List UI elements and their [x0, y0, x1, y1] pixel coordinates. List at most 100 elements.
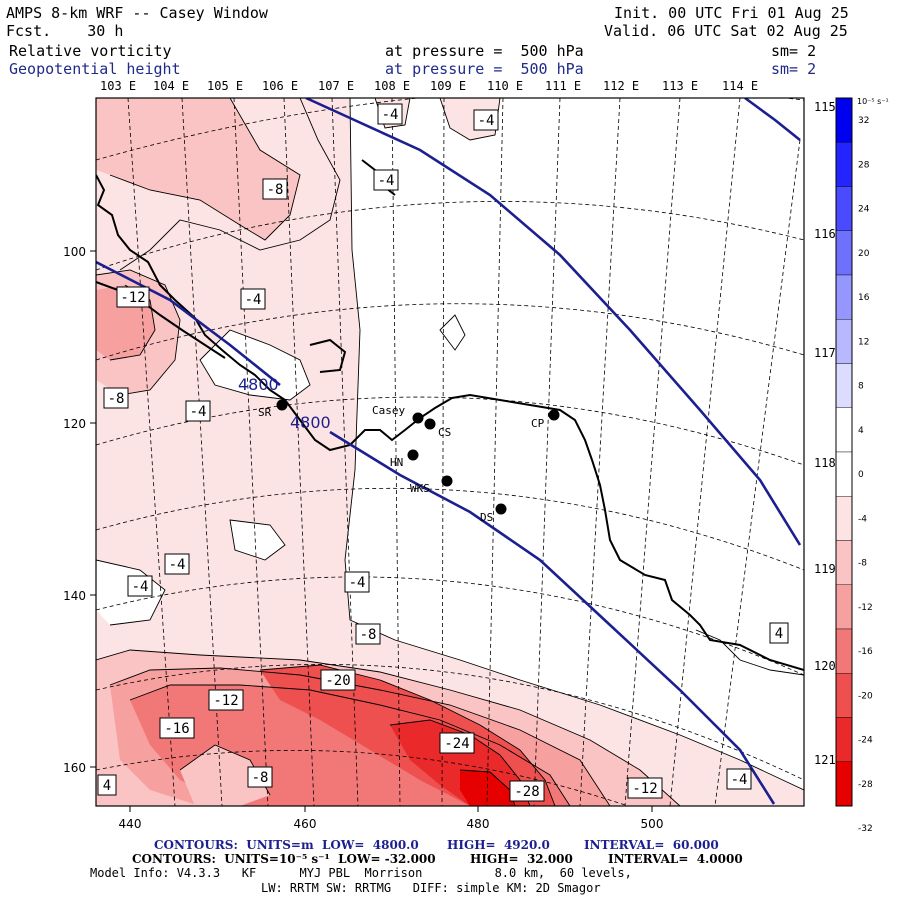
colorbar-tick-label: 0	[858, 470, 864, 480]
field2-level: at pressure = 500 hPa	[385, 60, 584, 78]
svg-text:4: 4	[103, 778, 111, 794]
vorticity-label: -4	[377, 103, 403, 125]
vorticity-label: -4	[373, 169, 399, 191]
lon-label: 109 E	[430, 79, 466, 93]
vorticity-contour-high: HIGH= 32.000	[470, 852, 573, 866]
station-dot-cp	[548, 409, 560, 421]
colorbar-tick-label: -12	[858, 603, 873, 613]
x-tick-label: 460	[294, 817, 317, 831]
svg-text:-8: -8	[108, 391, 125, 407]
lon-label: 106 E	[262, 79, 298, 93]
svg-text:-4: -4	[132, 579, 149, 595]
colorbar-bin	[835, 496, 853, 541]
vorticity-label: 4	[97, 774, 117, 796]
colorbar-bin	[835, 186, 853, 231]
vorticity-label: -4	[726, 768, 752, 790]
y-tick-label: 100	[63, 245, 86, 259]
vorticity-label: -8	[355, 623, 381, 645]
y-tick-label: 120	[63, 417, 86, 431]
svg-text:-24: -24	[444, 736, 469, 752]
colorbar-tick-label: -24	[858, 736, 873, 746]
colorbar-tick-label: -4	[858, 514, 867, 524]
height-labels: 4800 4800	[238, 375, 331, 432]
colorbar-tick-label: 12	[858, 337, 869, 347]
lon-label: 104 E	[153, 79, 189, 93]
vorticity-contour-interval: INTERVAL= 4.0000	[608, 852, 743, 866]
station-label-casey: Casey	[372, 404, 405, 417]
station-label-wks: WKS	[410, 482, 430, 495]
colorbar-tick-label: 28	[858, 160, 870, 170]
station-label-cp: CP	[531, 417, 545, 430]
vorticity-label: -4	[127, 575, 153, 597]
vorticity-labels: -4 -4 -8 -4 -12 -4 -8 -4 -4 -4 -4 -8 4 -…	[97, 103, 789, 802]
vorticity-contours	[96, 98, 804, 806]
vorticity-label: -16	[159, 717, 195, 739]
height-label: 4800	[238, 375, 279, 394]
field1-name: Relative vorticity	[9, 42, 172, 60]
station-label-ds: DS	[480, 511, 493, 524]
station-label-cs: CS	[438, 426, 451, 439]
valid-time: Valid. 06 UTC Sat 02 Aug 25	[604, 22, 848, 40]
forecast-hour: Fcst. 30 h	[6, 22, 124, 40]
plot-frame	[95, 97, 805, 807]
svg-text:-12: -12	[120, 290, 145, 306]
colorbar-bin	[835, 97, 853, 143]
svg-text:-28: -28	[514, 784, 539, 800]
svg-text:-8: -8	[252, 770, 269, 786]
colorbar-tick-label: -32	[858, 824, 873, 834]
svg-text:-16: -16	[164, 721, 189, 737]
svg-text:-12: -12	[213, 693, 238, 709]
field1-level: at pressure = 500 hPa	[385, 42, 584, 60]
station-labels: SR Casey CS CP HN WKS DS	[258, 404, 545, 524]
colorbar-bin	[835, 319, 853, 364]
y-tick-label: 160	[63, 761, 86, 775]
field1-smoothing: sm= 2	[771, 42, 817, 60]
svg-text:-12: -12	[632, 781, 657, 797]
colorbar-tick-label: -8	[858, 559, 867, 569]
physics-info: LW: RRTM SW: RRTMG DIFF: simple KM: 2D S…	[261, 881, 601, 895]
colorbar: 10⁻⁵ s⁻¹ 32 28 24 20 16 12 8 4 0 -4 -8 -12 -16 -20 -24…	[835, 97, 889, 834]
station-dot-ds	[495, 503, 507, 515]
lon-label: 111 E	[545, 79, 581, 93]
colorbar-bin	[835, 142, 853, 187]
top-longitude-labels: 103 E 104 E 105 E 106 E 107 E 108 E 109 …	[100, 79, 758, 93]
axis-ticks	[90, 250, 653, 812]
vorticity-label: -4	[185, 400, 211, 422]
vorticity-label: -12	[116, 286, 150, 308]
station-dot-sr	[276, 399, 288, 411]
vorticity-label: -8	[247, 766, 273, 788]
colorbar-bin	[835, 584, 853, 630]
colorbar-bin	[835, 761, 853, 807]
vorticity-label: 4	[769, 622, 789, 644]
station-dot-cs	[424, 418, 436, 430]
x-tick-label: 480	[467, 817, 490, 831]
colorbar-tick-label: 20	[858, 249, 870, 259]
colorbar-bin	[835, 230, 853, 276]
field2-name: Geopotential height	[9, 60, 181, 78]
svg-text:-4: -4	[382, 107, 399, 123]
geopotential-height-contours	[96, 98, 802, 805]
station-label-hn: HN	[390, 456, 403, 469]
lon-label: 112 E	[603, 79, 639, 93]
lon-label: 114 E	[722, 79, 758, 93]
colorbar-tick-label: -28	[858, 780, 873, 790]
colorbar-bin	[835, 451, 853, 497]
svg-text:-20: -20	[325, 673, 350, 689]
vorticity-label: -12	[208, 689, 244, 711]
height-contour-info: CONTOURS: UNITS=m LOW= 4800.0	[154, 838, 419, 852]
colorbar-tick-label: -20	[858, 691, 873, 701]
svg-text:-4: -4	[190, 404, 207, 420]
colorbar-tick-label: 16	[858, 293, 870, 303]
colorbar-tick-label: 24	[858, 205, 870, 215]
lon-label: 113 E	[662, 79, 698, 93]
colorbar-tick-label: 8	[858, 382, 864, 392]
svg-text:-4: -4	[478, 113, 495, 129]
svg-text:-8: -8	[267, 182, 284, 198]
y-axis-labels: 100 120 140 160	[63, 245, 86, 775]
colorbar-bin	[835, 274, 853, 320]
x-axis-labels: 440 460 480 500	[119, 817, 664, 831]
colorbar-tick-label: 32	[858, 116, 869, 126]
svg-text:4: 4	[775, 626, 783, 642]
vorticity-label: -28	[509, 780, 545, 802]
lon-label: 107 E	[318, 79, 354, 93]
